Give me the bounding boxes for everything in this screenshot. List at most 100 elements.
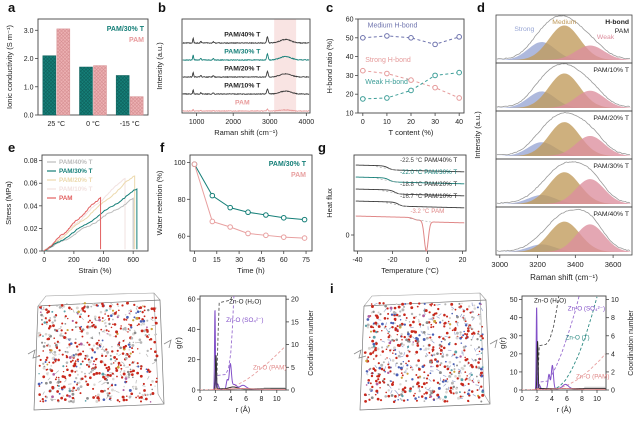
svg-text:T content (%): T content (%) <box>389 128 434 137</box>
svg-text:6: 6 <box>565 396 569 403</box>
panel-e-label: e <box>8 140 16 155</box>
panel-a-label: a <box>8 0 16 15</box>
svg-text:40: 40 <box>455 119 463 126</box>
svg-text:60: 60 <box>178 234 186 241</box>
svg-text:20: 20 <box>510 351 518 358</box>
svg-text:Medium: Medium <box>552 19 577 26</box>
svg-text:1.0: 1.0 <box>24 84 34 91</box>
svg-text:0.08: 0.08 <box>24 158 38 165</box>
svg-text:PAM/30% T: PAM/30% T <box>59 168 93 175</box>
svg-text:Strong H-bond: Strong H-bond <box>365 57 411 64</box>
svg-text:-40: -40 <box>352 257 362 264</box>
svg-text:4: 4 <box>550 396 554 403</box>
svg-text:Strong: Strong <box>514 26 534 33</box>
svg-text:0: 0 <box>361 119 365 126</box>
svg-text:0: 0 <box>611 388 615 395</box>
svg-text:PAM/20% T: PAM/20% T <box>59 177 93 184</box>
svg-text:H-bond: H-bond <box>605 19 629 26</box>
svg-text:Strain (%): Strain (%) <box>78 266 112 275</box>
svg-text:Medium H-bond: Medium H-bond <box>368 22 418 29</box>
panel-i-md-simulation-snapshot <box>353 292 498 411</box>
svg-text:8: 8 <box>259 396 263 403</box>
svg-text:0.06: 0.06 <box>24 181 38 188</box>
svg-text:30: 30 <box>235 257 243 264</box>
svg-text:80: 80 <box>178 197 186 204</box>
svg-text:Weak: Weak <box>597 34 615 41</box>
svg-text:10: 10 <box>593 396 601 403</box>
panel-h-label: h <box>8 281 16 296</box>
panel-b-label: b <box>158 0 166 15</box>
svg-text:6: 6 <box>244 396 248 403</box>
svg-text:PAM: PAM <box>59 195 73 202</box>
svg-text:Ionic conductivity (S m⁻¹): Ionic conductivity (S m⁻¹) <box>5 25 14 109</box>
svg-text:PAM/20% T: PAM/20% T <box>593 115 629 122</box>
svg-text:15: 15 <box>291 319 299 326</box>
svg-text:2: 2 <box>535 396 539 403</box>
svg-text:3200: 3200 <box>529 260 546 269</box>
svg-text:3600: 3600 <box>605 260 622 269</box>
svg-text:45: 45 <box>258 257 266 264</box>
svg-text:50: 50 <box>346 35 354 42</box>
svg-text:PAM: PAM <box>615 28 630 35</box>
svg-text:Zn-O (H₂O): Zn-O (H₂O) <box>534 297 566 304</box>
svg-text:PAM/10% T: PAM/10% T <box>224 83 261 90</box>
svg-text:2: 2 <box>611 369 615 376</box>
svg-text:20: 20 <box>291 297 299 304</box>
svg-text:8: 8 <box>580 396 584 403</box>
svg-text:-20: -20 <box>387 257 397 264</box>
svg-text:Time (h): Time (h) <box>237 266 265 275</box>
svg-text:0: 0 <box>520 396 524 403</box>
svg-text:10: 10 <box>611 297 619 304</box>
svg-text:0.02: 0.02 <box>24 226 38 233</box>
svg-text:0: 0 <box>346 233 350 240</box>
panel-g-label: g <box>318 140 326 155</box>
svg-text:PAM: PAM <box>235 100 250 107</box>
svg-text:60: 60 <box>280 257 288 264</box>
svg-text:-22.5 °C: -22.5 °C <box>400 158 423 164</box>
svg-text:15: 15 <box>213 257 221 264</box>
svg-text:3.0: 3.0 <box>24 28 34 35</box>
svg-text:25 °C: 25 °C <box>48 120 66 128</box>
svg-text:0: 0 <box>426 257 430 264</box>
svg-text:Weak H-bond: Weak H-bond <box>365 79 408 86</box>
svg-text:0.04: 0.04 <box>24 203 38 210</box>
svg-text:2: 2 <box>213 396 217 403</box>
svg-text:10: 10 <box>346 111 354 118</box>
panel-i-rdf-coordination-chart: 0 2 4 6 8 10 0 10 20 30 40 50 r (Å) g(r) 0 2 4 6 8 10 Coordi… <box>498 295 635 414</box>
svg-text:40: 40 <box>510 315 518 322</box>
svg-text:PAM/30% T: PAM/30% T <box>107 26 145 33</box>
panel-c-label: c <box>326 0 334 15</box>
svg-text:-22.0 °C: -22.0 °C <box>400 170 423 176</box>
svg-text:20: 20 <box>459 257 467 264</box>
svg-text:r (Å): r (Å) <box>557 405 572 414</box>
svg-text:0: 0 <box>193 257 197 264</box>
svg-text:10: 10 <box>291 342 299 349</box>
svg-text:0: 0 <box>514 388 518 395</box>
panel-c-hbond-ratio-chart: 0 10 20 30 40 10 20 30 40 50 60 T content (%) H-bond… <box>325 17 465 137</box>
svg-text:PAM: PAM <box>291 172 306 179</box>
svg-text:30: 30 <box>346 73 354 80</box>
svg-text:30: 30 <box>431 119 439 126</box>
svg-text:4: 4 <box>611 351 615 358</box>
svg-text:75: 75 <box>302 257 310 264</box>
svg-text:60: 60 <box>188 297 196 304</box>
svg-text:4000: 4000 <box>299 119 315 126</box>
svg-text:5: 5 <box>291 365 295 372</box>
svg-text:0: 0 <box>291 388 295 395</box>
svg-text:10: 10 <box>383 119 391 126</box>
svg-text:100: 100 <box>174 160 186 167</box>
panel-h-rdf-coordination-chart: 0 2 4 6 8 10 0 20 40 60 r (Å) g(r) 0 5 10 15 20 Coordinat… <box>174 295 315 414</box>
svg-text:Zn-O (PAM): Zn-O (PAM) <box>576 373 609 380</box>
svg-text:0 °C: 0 °C <box>86 120 100 128</box>
svg-text:2000: 2000 <box>225 119 241 126</box>
svg-text:Stress (MPa): Stress (MPa) <box>4 181 13 225</box>
svg-text:Water retention (%): Water retention (%) <box>155 170 164 235</box>
svg-text:Coordination number: Coordination number <box>628 310 635 376</box>
svg-text:0: 0 <box>42 257 46 264</box>
svg-text:Intensity (a.u.): Intensity (a.u.) <box>473 111 482 159</box>
svg-text:Raman shift (cm⁻¹): Raman shift (cm⁻¹) <box>214 128 278 137</box>
svg-text:1000: 1000 <box>189 119 205 126</box>
panel-d-hbond-deconvolution-chart: Strong Medium Weak H-bond PAM PAM/10% T PAM/20… <box>473 14 633 282</box>
svg-text:Zn-O (PAM): Zn-O (PAM) <box>253 365 286 372</box>
